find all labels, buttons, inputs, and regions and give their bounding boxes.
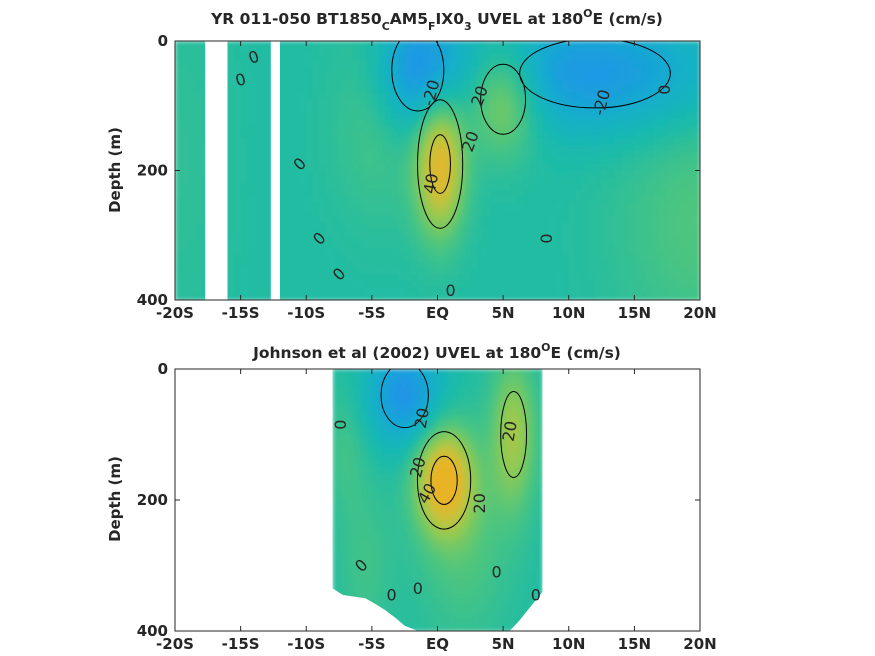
x-tick-label: 10N	[552, 635, 585, 653]
x-tick-label: 15N	[618, 304, 651, 322]
y-tick-label: 400	[137, 622, 168, 640]
heatmap-field	[175, 41, 700, 300]
contour-line	[380, 369, 429, 429]
contour-line	[519, 41, 671, 109]
y-tick-label: 0	[158, 360, 168, 378]
missing-data-band	[270, 41, 280, 300]
contour-line	[429, 134, 451, 194]
contour-line	[430, 455, 458, 505]
y-axis-label: Depth (m)	[106, 127, 124, 213]
x-tick-label: -15S	[222, 635, 260, 653]
contour-label: 20	[406, 455, 430, 480]
x-tick-label: -10S	[287, 304, 325, 322]
x-tick-label: 5N	[492, 635, 515, 653]
contour-label: 40	[420, 172, 442, 195]
x-tick-label: 20N	[683, 635, 716, 653]
contour-label: 0	[331, 420, 350, 430]
x-tick-label: 5N	[492, 304, 515, 322]
contour-line	[391, 41, 445, 112]
contour-line	[480, 63, 527, 135]
contour-line	[500, 391, 528, 478]
x-tick-label: 20N	[683, 304, 716, 322]
x-tick-label: -5S	[358, 304, 385, 322]
contour-label: 0	[531, 586, 541, 605]
observed-velocity-panel: Johnson et al (2002) UVEL at 180OE (cm/s…	[106, 341, 717, 653]
x-tick-label: 10N	[552, 304, 585, 322]
x-tick-label: -10S	[287, 635, 325, 653]
panel-title: Johnson et al (2002) UVEL at 180OE (cm/s…	[252, 341, 621, 362]
contour-label: 0	[387, 586, 397, 605]
contour-label: 0	[233, 69, 248, 90]
x-tick-label: -20S	[156, 304, 194, 322]
panel-title: YR 011-050 BT1850CAM5FIX03 UVEL at 180OE…	[210, 7, 663, 33]
contour-label: 20	[411, 406, 433, 429]
contour-label: 20	[499, 420, 521, 443]
x-tick-label: 15N	[618, 635, 651, 653]
missing-data-band	[205, 41, 228, 300]
heatmap-field	[332, 369, 543, 631]
contour-label: 20	[470, 493, 489, 513]
contour-label: 0	[537, 233, 556, 243]
contour-lines	[391, 41, 671, 229]
model-velocity-panel: YR 011-050 BT1850CAM5FIX03 UVEL at 180OE…	[106, 7, 717, 322]
contour-label: 0	[413, 579, 423, 598]
y-axis-label: Depth (m)	[106, 456, 124, 542]
x-tick-label: -15S	[222, 304, 260, 322]
contour-line	[416, 431, 472, 530]
contour-label: 0	[446, 281, 456, 300]
y-tick-label: 400	[137, 291, 168, 309]
contour-label: 0	[655, 85, 674, 95]
y-tick-label: 200	[137, 162, 168, 180]
contour-lines	[380, 369, 528, 530]
x-tick-label: EQ	[426, 304, 449, 322]
x-tick-label: -5S	[358, 635, 385, 653]
contour-label: 0	[492, 563, 502, 582]
y-tick-label: 200	[137, 491, 168, 509]
x-tick-label: EQ	[426, 635, 449, 653]
x-tick-label: -20S	[156, 635, 194, 653]
y-tick-label: 0	[158, 32, 168, 50]
contour-line	[417, 99, 464, 229]
